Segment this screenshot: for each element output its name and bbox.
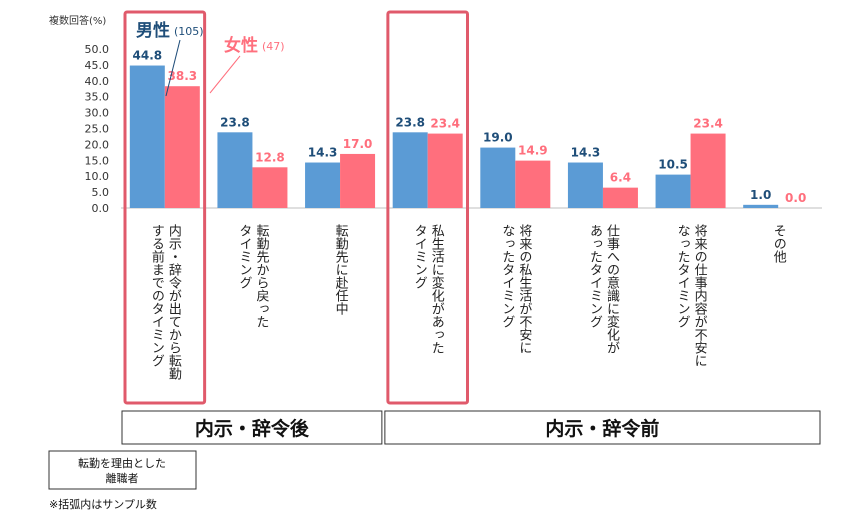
y-tick-label: 50.0 — [85, 43, 110, 56]
category-label: 将来の仕事内容が不安に — [692, 224, 708, 367]
bar-male — [305, 162, 341, 208]
legend-male-name: 男性 — [136, 20, 170, 41]
footnote: ※括弧内はサンプル数 — [49, 497, 157, 511]
data-label: 23.8 — [220, 115, 250, 129]
y-tick-label: 20.0 — [85, 138, 110, 151]
data-label: 17.0 — [343, 137, 373, 151]
bar-female — [602, 187, 638, 208]
bar-female — [252, 167, 288, 208]
category-label: なったタイミング — [499, 224, 515, 328]
bar-male — [480, 147, 516, 208]
category-label: 内示・辞令が出てから転勤 — [166, 223, 182, 381]
legend: 男性 (105) 女性 (47) — [136, 20, 285, 97]
bar-female — [690, 133, 726, 208]
group-box — [121, 410, 383, 445]
y-tick-labels: 0.0 5.0 10.0 15.0 20.0 25.0 30.0 35.0 40.0 45.0 50… — [85, 43, 110, 215]
category-label: 転勤先に赴任中 — [333, 224, 349, 315]
category-label: 転勤先から戻った — [253, 224, 269, 328]
y-axis-title: 複数回答(%) — [49, 14, 106, 27]
data-label: 0.0 — [785, 191, 806, 205]
y-tick-label: 5.0 — [92, 186, 110, 199]
bar-male — [743, 204, 779, 208]
data-label: 38.3 — [168, 69, 198, 83]
category-label: 将来の私生活が不安に — [516, 224, 532, 354]
category-label: 仕事への意識に変化が — [604, 224, 620, 354]
data-label: 19.0 — [483, 131, 513, 145]
y-tick-label: 45.0 — [85, 59, 110, 72]
bar-male — [392, 132, 428, 208]
category-label: その他 — [771, 224, 787, 264]
data-label: 23.8 — [395, 115, 425, 129]
data-label: 1.0 — [750, 188, 771, 202]
legend-male-sample: (105) — [174, 25, 204, 38]
y-tick-label: 10.0 — [85, 170, 110, 183]
bar-female — [427, 133, 463, 208]
category-label: する前までのタイミング — [149, 224, 165, 367]
legend-female-name: 女性 — [224, 35, 258, 56]
data-label: 12.8 — [255, 150, 285, 164]
y-tick-label: 35.0 — [85, 91, 110, 104]
data-label: 14.9 — [518, 144, 548, 158]
bar-male — [567, 162, 603, 208]
y-tick-label: 15.0 — [85, 154, 110, 167]
bar-female — [340, 153, 376, 208]
legend-female-leader — [209, 55, 241, 94]
highlight-frame — [123, 10, 207, 405]
data-label: 6.4 — [610, 171, 631, 185]
category-label: あったタイミング — [587, 224, 603, 328]
bar-male — [129, 65, 165, 208]
highlight-frames — [123, 10, 469, 405]
y-tick-label: 30.0 — [85, 107, 110, 120]
category-label: なったタイミング — [675, 224, 691, 328]
category-label: 私生活に変化があった — [429, 224, 445, 354]
category-label: タイミング — [412, 224, 428, 289]
respondents-label: 転勤を理由とした — [78, 456, 166, 470]
data-label: 44.8 — [133, 49, 163, 63]
legend-female-sample: (47) — [262, 40, 285, 53]
group-box — [384, 410, 821, 445]
bars — [129, 65, 779, 208]
bar-female — [515, 160, 551, 208]
bar-male — [655, 174, 691, 208]
category-label: タイミング — [236, 224, 252, 289]
y-tick-label: 40.0 — [85, 75, 110, 88]
data-label: 14.3 — [308, 146, 338, 160]
data-label: 14.3 — [571, 146, 601, 160]
group-label: 内示・辞令前 — [545, 417, 659, 440]
group-label: 内示・辞令後 — [195, 417, 310, 440]
legend-male-leader — [165, 39, 181, 97]
respondents-box — [48, 450, 197, 490]
bar-male — [217, 132, 253, 208]
data-label: 23.4 — [693, 117, 723, 131]
data-label: 23.4 — [430, 117, 460, 131]
highlight-frame — [386, 10, 469, 405]
y-tick-label: 25.0 — [85, 123, 110, 136]
bar-female — [164, 86, 200, 208]
group-labels: 内示・辞令後 内示・辞令前 — [121, 410, 821, 445]
y-tick-label: 0.0 — [92, 202, 110, 215]
respondents-label: 離職者 — [106, 471, 139, 485]
value-labels: 44.8 23.8 14.3 23.8 19.0 14.3 10.5 1.0 38.3 12.8 1… — [133, 49, 807, 205]
data-label: 10.5 — [658, 158, 688, 172]
